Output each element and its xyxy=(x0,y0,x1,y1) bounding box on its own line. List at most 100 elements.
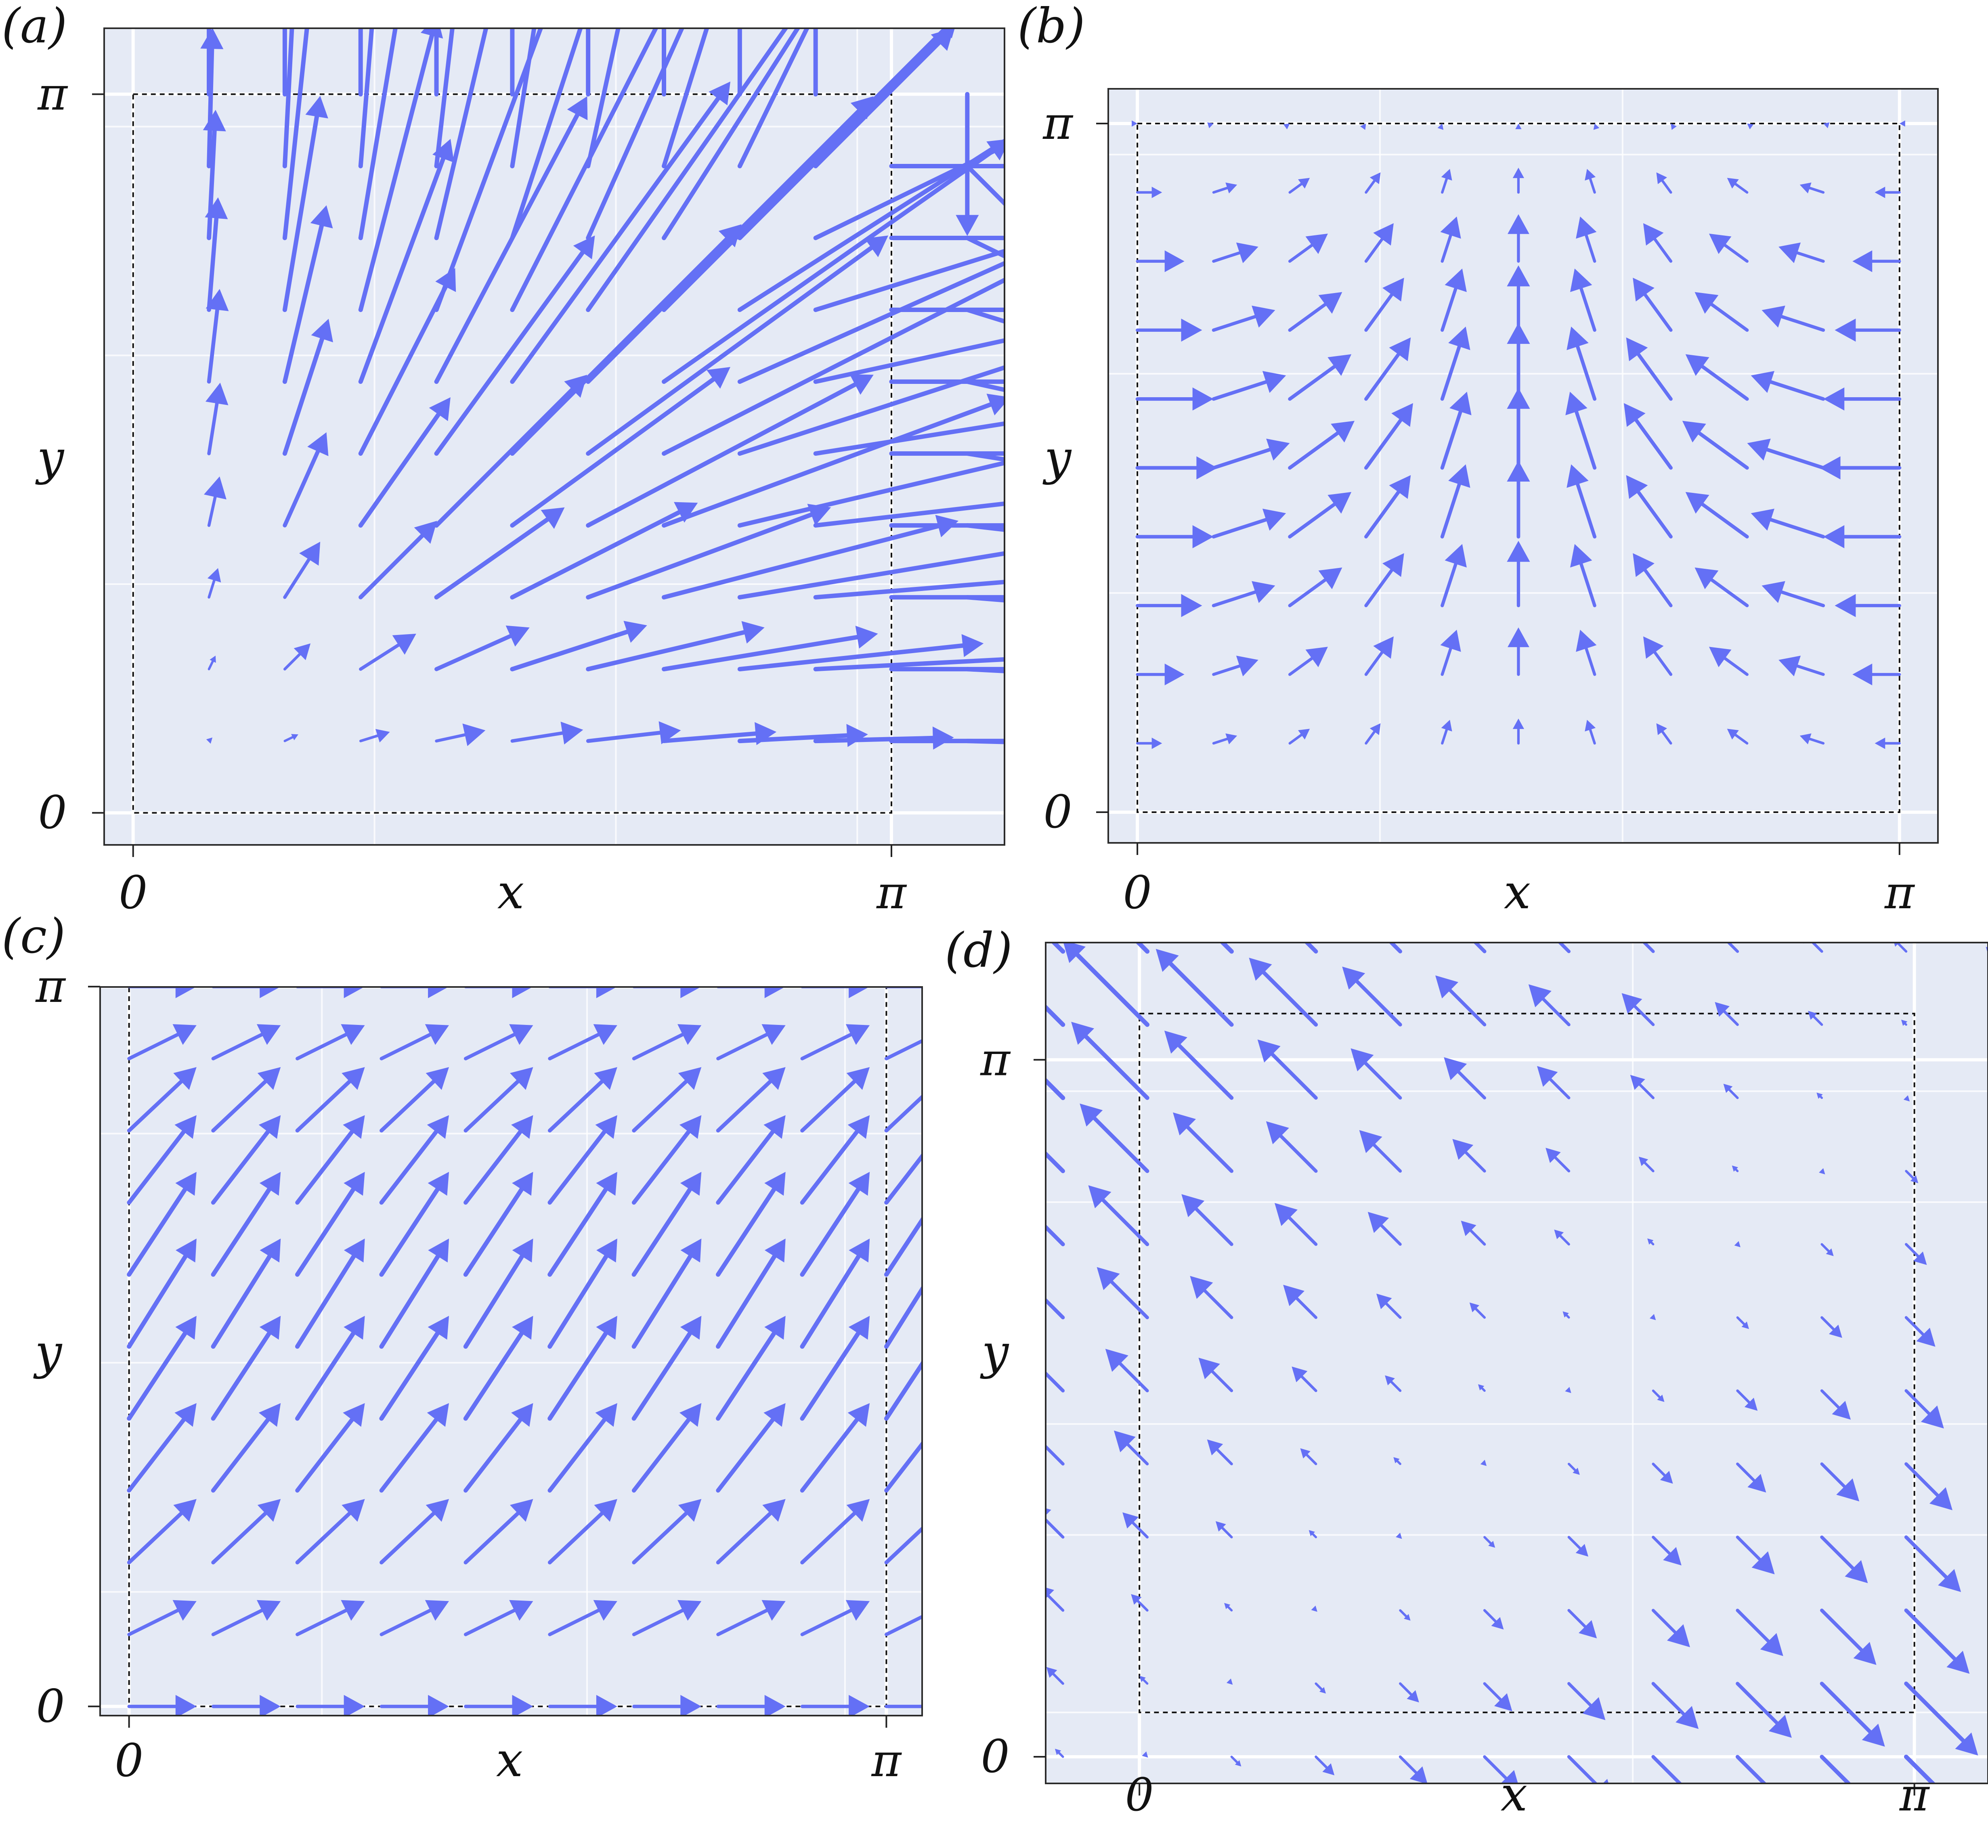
field-arrow xyxy=(1257,1039,1318,1100)
field-arrow xyxy=(1904,1462,1952,1511)
field-arrow xyxy=(1671,124,1677,130)
field-arrow xyxy=(207,568,221,599)
field-arrow xyxy=(463,1316,533,1421)
field-arrow xyxy=(800,1695,870,1716)
field-arrow xyxy=(1649,1314,1656,1320)
field-arrow xyxy=(1567,1682,1606,1720)
field-arrow xyxy=(211,1600,281,1636)
field-arrow xyxy=(1685,492,1749,538)
field-arrow xyxy=(1709,647,1749,676)
field-arrow xyxy=(1437,124,1444,130)
field-arrow xyxy=(1507,265,1530,332)
field-arrow xyxy=(1638,1157,1655,1173)
field-arrow xyxy=(1046,1587,1065,1612)
field-arrow xyxy=(1823,525,1902,549)
field-arrow xyxy=(1819,1168,1825,1175)
field-arrow xyxy=(737,28,809,168)
field-arrow xyxy=(1799,733,1825,745)
field-arrow xyxy=(1652,1536,1682,1566)
field-arrow xyxy=(127,1024,197,1060)
field-arrow xyxy=(1651,1755,1682,1783)
field-arrow xyxy=(1621,993,1655,1026)
field-arrow xyxy=(295,1499,365,1565)
field-arrow xyxy=(1350,1048,1402,1100)
field-arrow xyxy=(662,28,801,240)
field-arrow xyxy=(1751,509,1825,538)
field-arrow xyxy=(1399,1755,1428,1783)
field-arrow xyxy=(296,1024,365,1060)
vector-field xyxy=(1046,943,1988,1783)
field-arrow xyxy=(1292,1366,1317,1392)
y-axis-label: y xyxy=(1042,430,1072,486)
field-arrow xyxy=(1441,268,1467,332)
y-tick-label: 0 xyxy=(981,1731,1009,1783)
field-arrow xyxy=(1359,1130,1402,1173)
field-arrow xyxy=(283,734,298,742)
field-arrow xyxy=(1046,1224,1065,1247)
field-arrow xyxy=(1473,943,1487,953)
field-arrow xyxy=(1393,1457,1401,1465)
panel-label: (a) xyxy=(2,0,67,54)
field-arrow xyxy=(1576,629,1597,676)
field-arrow xyxy=(295,1316,365,1421)
field-arrow xyxy=(295,1403,365,1493)
field-arrow xyxy=(463,1171,533,1277)
field-arrow xyxy=(1643,636,1673,676)
field-arrow xyxy=(889,451,1004,456)
field-arrow xyxy=(884,1152,922,1205)
field-arrow xyxy=(434,507,565,600)
field-arrow xyxy=(662,28,667,96)
field-arrow xyxy=(1088,1185,1149,1247)
field-arrow xyxy=(813,28,818,96)
field-arrow xyxy=(1630,1075,1655,1100)
field-arrow xyxy=(1901,1020,1908,1026)
field-arrow xyxy=(632,1067,702,1133)
field-arrow xyxy=(1562,1311,1570,1319)
field-arrow xyxy=(1440,392,1472,470)
field-arrow xyxy=(1852,663,1901,685)
field-arrow xyxy=(510,28,537,168)
x-tick-label: 0 xyxy=(1123,867,1151,919)
field-arrow xyxy=(1747,124,1754,130)
y-tick-label: π xyxy=(980,1033,1011,1086)
field-arrow xyxy=(434,28,455,168)
field-arrow xyxy=(211,1499,281,1565)
field-arrow xyxy=(1799,182,1825,194)
field-arrow xyxy=(889,308,1004,312)
field-arrow xyxy=(1135,525,1214,549)
field-arrow xyxy=(1480,1460,1487,1466)
field-arrow xyxy=(965,163,1004,207)
field-arrow xyxy=(800,1499,870,1565)
field-arrow xyxy=(434,375,587,528)
field-arrow xyxy=(510,721,583,745)
field-arrow xyxy=(1364,475,1411,538)
field-arrow xyxy=(1726,943,1739,953)
field-arrow xyxy=(1219,943,1234,954)
field-arrow xyxy=(1342,966,1402,1027)
field-arrow xyxy=(434,28,489,240)
field-arrow xyxy=(1440,464,1470,538)
field-arrow xyxy=(1131,1594,1149,1612)
field-arrow xyxy=(127,1695,197,1716)
field-arrow xyxy=(1440,216,1461,263)
field-arrow xyxy=(1155,949,1234,1027)
field-arrow xyxy=(1899,120,1905,127)
field-arrow xyxy=(1652,1462,1673,1484)
field-arrow xyxy=(631,1171,702,1277)
field-arrow xyxy=(359,633,416,671)
field-arrow xyxy=(1483,1609,1504,1630)
x-tick-label: π xyxy=(1884,867,1915,919)
field-arrow xyxy=(282,96,328,312)
field-arrow xyxy=(434,625,530,671)
field-arrow xyxy=(359,729,390,743)
x-axis-label: x xyxy=(1504,864,1531,920)
field-arrow xyxy=(631,1238,702,1349)
field-arrow xyxy=(1570,544,1596,608)
field-arrow xyxy=(1820,1755,1852,1783)
field-arrow xyxy=(889,667,1004,672)
field-arrow xyxy=(1275,1203,1318,1246)
field-arrow xyxy=(211,1024,281,1060)
field-arrow xyxy=(885,1039,922,1060)
field-arrow xyxy=(1136,318,1202,342)
field-arrow xyxy=(1365,172,1381,194)
